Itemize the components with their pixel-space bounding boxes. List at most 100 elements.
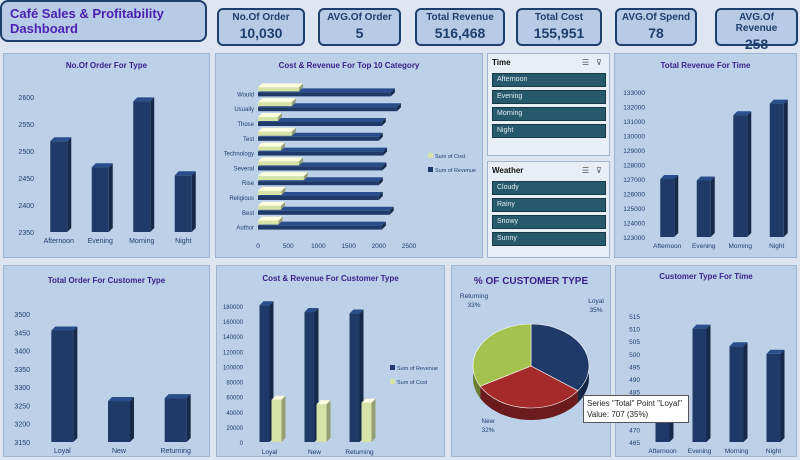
kpi-value: 10,030 bbox=[239, 25, 283, 41]
bar-revenue bbox=[258, 210, 390, 215]
bar bbox=[133, 101, 151, 232]
bar-revenue-side bbox=[381, 118, 386, 126]
bar-top bbox=[108, 397, 134, 402]
x-tick-label: Loyal bbox=[262, 449, 278, 456]
y-tick-label: 133000 bbox=[623, 90, 645, 97]
bar-top bbox=[164, 394, 191, 399]
clear-filter-icon[interactable]: ⊽ bbox=[596, 166, 602, 175]
y-tick-label: 127000 bbox=[623, 177, 645, 184]
bar bbox=[108, 401, 130, 442]
x-tick-label: Returning bbox=[160, 448, 190, 455]
clear-filter-icon[interactable]: ⊽ bbox=[596, 58, 602, 67]
bar-revenue bbox=[259, 305, 270, 442]
y-tick-label: Rise bbox=[242, 181, 255, 187]
bar-cost-top bbox=[258, 172, 308, 177]
slicer-item-rainy[interactable]: Rainy bbox=[492, 198, 606, 212]
panel-order-cust: Total Order For Customer Type 3150 3200 32… bbox=[3, 265, 210, 457]
y-tick-label: 515 bbox=[629, 314, 640, 321]
bar-revenue-top bbox=[258, 206, 394, 211]
bar-cost-top bbox=[271, 395, 286, 400]
slicer-item-cloudy[interactable]: Cloudy bbox=[492, 181, 606, 195]
slicer-time[interactable]: Time ☰ ⊽ Afternoon Evening Morning Night bbox=[487, 53, 610, 156]
bar-revenue-top bbox=[258, 118, 386, 122]
slicer-item-sunny[interactable]: Sunny bbox=[492, 232, 606, 246]
bar-top bbox=[696, 176, 715, 181]
kpi-avg-of-order: AVG.Of Order 5 bbox=[318, 8, 401, 46]
y-tick-label: 465 bbox=[629, 440, 640, 447]
bar-cost-top bbox=[258, 201, 285, 206]
multi-select-icon[interactable]: ☰ bbox=[582, 166, 590, 175]
bar-revenue bbox=[258, 136, 379, 141]
panel-orders-type: No.Of Order For Type 2350 2400 2450 2500 255… bbox=[3, 53, 210, 258]
chart-pie: Loyal 35% New 32% Returning 33% bbox=[460, 293, 604, 434]
bar-cost bbox=[258, 131, 292, 136]
pie-slice-side bbox=[480, 386, 578, 420]
slicer-item-afternoon[interactable]: Afternoon bbox=[492, 73, 606, 87]
y-tick-label: 120000 bbox=[223, 350, 244, 356]
slicer-weather[interactable]: Weather ☰ ⊽ Cloudy Rainy Snowy Sunny bbox=[487, 161, 610, 258]
y-tick-label: Best bbox=[242, 211, 254, 217]
y-tick-label: Technology bbox=[224, 152, 254, 158]
pie-slice bbox=[479, 365, 579, 409]
bar bbox=[696, 180, 711, 237]
bar-revenue bbox=[258, 107, 397, 112]
x-tick-label: Morning bbox=[129, 238, 154, 245]
kpi-total-cost: Total Cost 155,951 bbox=[516, 8, 602, 46]
page-title: Café Sales & Profitability Dashboard bbox=[10, 6, 164, 36]
multi-select-icon[interactable]: ☰ bbox=[582, 58, 590, 67]
bar-cost-side bbox=[278, 216, 283, 225]
y-tick-label: 132000 bbox=[623, 105, 645, 112]
y-tick-label: 3150 bbox=[14, 440, 30, 447]
bar-cost-side bbox=[277, 113, 282, 121]
slicer-item-evening[interactable]: Evening bbox=[492, 90, 606, 104]
y-tick-label: 125000 bbox=[623, 206, 645, 213]
bar-side bbox=[780, 349, 785, 442]
kpi-avg-of-revenue: AVG.Of Revenue 258 bbox=[715, 8, 798, 52]
y-tick-label: 3350 bbox=[14, 367, 30, 374]
x-tick-label: 1000 bbox=[311, 243, 326, 250]
y-tick-label: Author bbox=[236, 226, 254, 232]
y-tick-label: 129000 bbox=[623, 148, 645, 155]
bar-revenue bbox=[258, 151, 384, 156]
chart-cr-cust: 0 20000 40000 60000 80000 100000 120000 140000 1… bbox=[223, 301, 438, 456]
tooltip-line: Value: 707 (35%) bbox=[587, 410, 649, 419]
pie-pct: 35% bbox=[589, 307, 602, 314]
x-tick-label: Loyal bbox=[54, 448, 71, 455]
slicer-item-night[interactable]: Night bbox=[492, 124, 606, 138]
chart-orders-type: 2350 2400 2450 2500 2550 2600 Afternoon Evening… bbox=[18, 95, 196, 245]
slicer-item-snowy[interactable]: Snowy bbox=[492, 215, 606, 229]
bar-cost bbox=[258, 161, 300, 166]
bar-top bbox=[660, 175, 679, 179]
legend-swatch-cost bbox=[390, 379, 395, 384]
bar-side bbox=[710, 176, 715, 237]
bar-side bbox=[67, 137, 72, 232]
bar-cost bbox=[258, 146, 281, 151]
bar-cost-side bbox=[291, 127, 296, 136]
y-tick-label: 130000 bbox=[623, 134, 645, 141]
bar bbox=[51, 330, 74, 442]
y-tick-label: 2350 bbox=[18, 230, 34, 237]
y-tick-label: 2550 bbox=[18, 122, 34, 129]
panel-pie: % OF CUSTOMER TYPE Loyal 35% New 32% Returni… bbox=[451, 265, 611, 457]
y-tick-label: 495 bbox=[629, 364, 640, 371]
y-tick-label: 505 bbox=[629, 339, 640, 346]
slicer-item-morning[interactable]: Morning bbox=[492, 107, 606, 121]
slicer-title: Weather bbox=[492, 166, 524, 175]
bar-side bbox=[747, 111, 752, 237]
bar-cost-side bbox=[281, 395, 286, 442]
kpi-no-of-order: No.Of Order 10,030 bbox=[217, 8, 305, 46]
chart-title: Total Order For Customer Type bbox=[47, 276, 166, 285]
bar-revenue-side bbox=[381, 221, 386, 230]
bar-side bbox=[108, 163, 113, 232]
bar-top bbox=[769, 99, 788, 104]
kpi-value: 155,951 bbox=[533, 25, 585, 41]
bar-cost-top bbox=[258, 98, 296, 103]
y-tick-label: 2600 bbox=[18, 95, 34, 102]
x-tick-label: Evening bbox=[88, 238, 113, 245]
bar-top bbox=[91, 163, 113, 168]
bar-revenue bbox=[258, 196, 379, 200]
kpi-value: 78 bbox=[648, 25, 664, 41]
chart-cust-time: 465470475480485490495500505510515Afterno… bbox=[629, 314, 785, 455]
kpi-label: Total Cost bbox=[534, 12, 584, 23]
bar-revenue bbox=[258, 225, 382, 230]
